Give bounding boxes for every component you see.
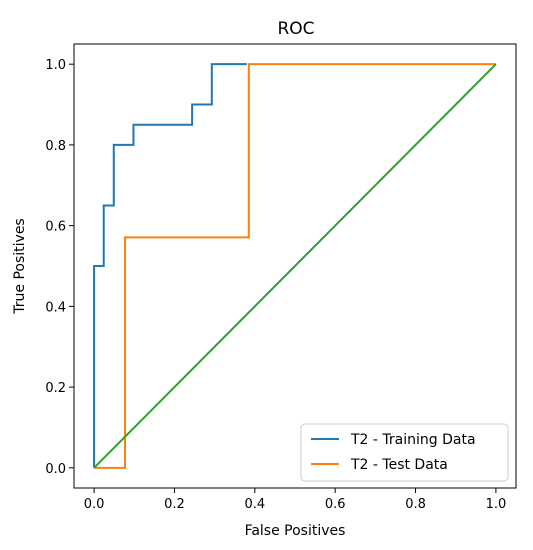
y-axis: 0.0 0.2 0.4 0.6 0.8 1.0: [45, 58, 74, 477]
x-axis: 0.0 0.2 0.4 0.6 0.8 1.0: [84, 488, 507, 512]
x-tick-label: 0.8: [405, 497, 426, 512]
legend-label-1: T2 - Test Data: [350, 457, 448, 473]
plot-frame: [73, 43, 517, 489]
x-tick-label: 0.6: [325, 497, 346, 512]
plot-lines: [93, 63, 497, 469]
x-tick-label: 0.2: [164, 497, 185, 512]
y-axis-label: True Positives: [12, 218, 28, 314]
legend-box: [300, 423, 509, 482]
series-line-0: [93, 63, 247, 468]
series-line-1: [94, 63, 496, 469]
y-tick-label: 0.2: [45, 381, 66, 396]
x-tick-label: 1.0: [486, 497, 507, 512]
chart-title: ROC: [277, 19, 314, 39]
legend: T2 - Training Data T2 - Test Data: [300, 423, 509, 482]
legend-label-0: T2 - Training Data: [350, 432, 476, 448]
y-tick-label: 0.0: [45, 462, 66, 477]
x-tick-label: 0.0: [84, 497, 105, 512]
x-axis-label: False Positives: [245, 523, 346, 539]
x-tick-label: 0.4: [244, 497, 265, 512]
y-tick-label: 0.6: [45, 220, 66, 235]
series-line-2: [93, 63, 497, 469]
y-tick-label: 0.8: [45, 139, 66, 154]
y-tick-label: 0.4: [45, 300, 66, 315]
y-tick-label: 1.0: [45, 58, 66, 73]
